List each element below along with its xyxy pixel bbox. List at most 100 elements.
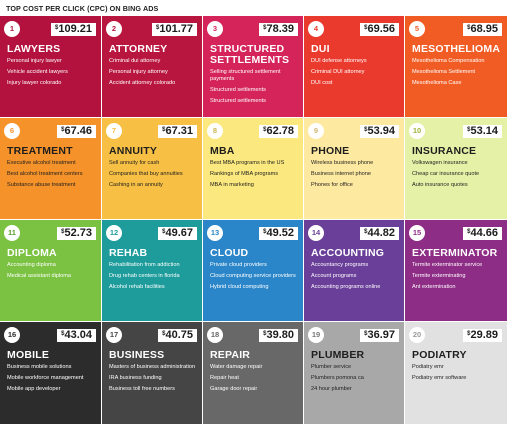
keyword-item: Executive alcohol treatment xyxy=(7,160,76,166)
keyword-list: DUI defense attorneys Criminal DUI attorn… xyxy=(311,58,401,91)
price-value: 109.21 xyxy=(58,23,92,35)
tile-mobile: 16 $43.04 MOBILE Business mobile solutions M… xyxy=(0,322,101,424)
category-name: LAWYERS xyxy=(7,43,61,55)
keyword-item: Cashing in an annuity xyxy=(109,182,163,188)
price-value: 53.14 xyxy=(470,125,498,137)
cpc-price: $36.97 xyxy=(360,329,399,342)
price-value: 101.77 xyxy=(159,23,193,35)
rank-badge: 8 xyxy=(207,123,223,139)
rank-badge: 5 xyxy=(409,21,425,37)
price-value: 68.95 xyxy=(470,23,498,35)
price-value: 49.67 xyxy=(165,227,193,239)
price-value: 53.94 xyxy=(367,125,395,137)
currency-symbol: $ xyxy=(364,127,368,133)
tile-accounting: 14 $44.82 ACCOUNTING Accountancy programs Ac… xyxy=(304,220,404,321)
keyword-item: Mobile workforce management xyxy=(7,375,84,381)
tile-phone: 9 $53.94 PHONE Wireless business phone Busin… xyxy=(304,118,404,219)
rank-badge: 9 xyxy=(308,123,324,139)
category-name: REPAIR xyxy=(210,349,251,361)
price-value: 78.39 xyxy=(266,23,294,35)
keyword-item: Podiatry emr xyxy=(412,364,444,370)
keyword-item: Wireless business phone xyxy=(311,160,374,166)
keyword-list: Podiatry emr Podiatry emr software xyxy=(412,364,504,386)
keyword-list: Best MBA programs in the US Rankings of M… xyxy=(210,160,300,193)
keyword-list: Selling structured settlement payments St… xyxy=(210,69,300,109)
category-name: BUSINESS xyxy=(109,349,165,361)
keyword-item: Drug rehab centers in florida xyxy=(109,273,180,279)
currency-symbol: $ xyxy=(61,127,65,133)
tile-mba: 8 $62.78 MBA Best MBA programs in the US Ran… xyxy=(203,118,303,219)
keyword-item: Business internet phone xyxy=(311,171,372,177)
keyword-item: Accounting diploma xyxy=(7,262,56,268)
keyword-list: Volkswagen insurance Cheap car insurance … xyxy=(412,160,504,193)
price-value: 39.80 xyxy=(266,329,294,341)
price-value: 69.56 xyxy=(367,23,395,35)
cpc-price: $39.80 xyxy=(259,329,298,342)
keyword-list: Criminal dui attorney Personal injury att… xyxy=(109,58,199,91)
keyword-list: Private cloud providers Cloud computing s… xyxy=(210,262,300,295)
tile-plumber: 19 $36.97 PLUMBER Plumber service Plumbers p… xyxy=(304,322,404,424)
cpc-price: $69.56 xyxy=(360,23,399,36)
currency-symbol: $ xyxy=(263,331,267,337)
keyword-item: Alcohol rehab facilities xyxy=(109,284,165,290)
keyword-item: Garage door repair xyxy=(210,386,258,392)
keyword-item: Medical assistant diploma xyxy=(7,273,72,279)
rank-badge: 7 xyxy=(106,123,122,139)
keyword-item: Rehabilitation from addiction xyxy=(109,262,180,268)
keyword-item: DUI defense attorneys xyxy=(311,58,367,64)
tile-mesothelioma: 5 $68.95 MESOTHELIOMA Mesothelioma Compensa… xyxy=(405,16,507,117)
currency-symbol: $ xyxy=(467,25,471,31)
price-value: 29.89 xyxy=(470,329,498,341)
cpc-price: $49.52 xyxy=(259,227,298,240)
keyword-item: Cloud computing service providers xyxy=(210,273,296,279)
keyword-list: Sell annuity for cash Companies that buy … xyxy=(109,160,199,193)
keyword-item: Structured settlements xyxy=(210,98,266,104)
rank-badge: 16 xyxy=(4,327,20,343)
keyword-item: DUI cost xyxy=(311,80,333,86)
category-name: ATTORNEY xyxy=(109,43,168,55)
category-name: MBA xyxy=(210,145,235,157)
price-value: 36.97 xyxy=(367,329,395,341)
currency-symbol: $ xyxy=(263,127,267,133)
cpc-price: $40.75 xyxy=(158,329,197,342)
currency-symbol: $ xyxy=(162,229,166,235)
cpc-price: $68.95 xyxy=(463,23,502,36)
cpc-price: $101.77 xyxy=(152,23,197,36)
keyword-item: Vehicle accident lawyers xyxy=(7,69,68,75)
keyword-list: Accountancy programs Account programs Acco… xyxy=(311,262,401,295)
rank-badge: 19 xyxy=(308,327,324,343)
keyword-item: Best MBA programs in the US xyxy=(210,160,285,166)
keyword-item: Auto insurance quotes xyxy=(412,182,468,188)
keyword-item: Structured settlements xyxy=(210,87,266,93)
keyword-item: IRA business funding xyxy=(109,375,162,381)
currency-symbol: $ xyxy=(263,25,267,31)
keyword-item: Mobile app developer xyxy=(7,386,61,392)
keyword-item: Masters of business administration xyxy=(109,364,196,370)
cpc-price: $78.39 xyxy=(259,23,298,36)
cpc-price: $62.78 xyxy=(259,125,298,138)
keyword-item: Companies that buy annuities xyxy=(109,171,183,177)
keyword-list: Executive alcohol treatment Best alcohol … xyxy=(7,160,98,193)
rank-badge: 13 xyxy=(207,225,223,241)
keyword-item: Termite exterminator service xyxy=(412,262,483,268)
keyword-item: Accountancy programs xyxy=(311,262,369,268)
keyword-item: Sell annuity for cash xyxy=(109,160,160,166)
rank-badge: 1 xyxy=(4,21,20,37)
keyword-list: Termite exterminator service Termite exte… xyxy=(412,262,504,295)
category-name: CLOUD xyxy=(210,247,249,259)
price-value: 67.31 xyxy=(165,125,193,137)
currency-symbol: $ xyxy=(364,25,368,31)
cpc-price: $29.89 xyxy=(463,329,502,342)
category-name: STRUCTURED xyxy=(210,43,285,55)
keyword-item: Private cloud providers xyxy=(210,262,267,268)
category-name: PLUMBER xyxy=(311,349,365,361)
keyword-item: Hybrid cloud computing xyxy=(210,284,269,290)
cpc-price: $44.66 xyxy=(463,227,502,240)
keyword-list: Wireless business phone Business internet… xyxy=(311,160,401,193)
category-name: DUI xyxy=(311,43,330,55)
keyword-item: Personal injury lawyer xyxy=(7,58,62,64)
keyword-item: Repair heat xyxy=(210,375,239,381)
tile-podiatry: 20 $29.89 PODIATRY Podiatry emr Podiatry emr… xyxy=(405,322,507,424)
rank-badge: 6 xyxy=(4,123,20,139)
category-name: PODIATRY xyxy=(412,349,467,361)
